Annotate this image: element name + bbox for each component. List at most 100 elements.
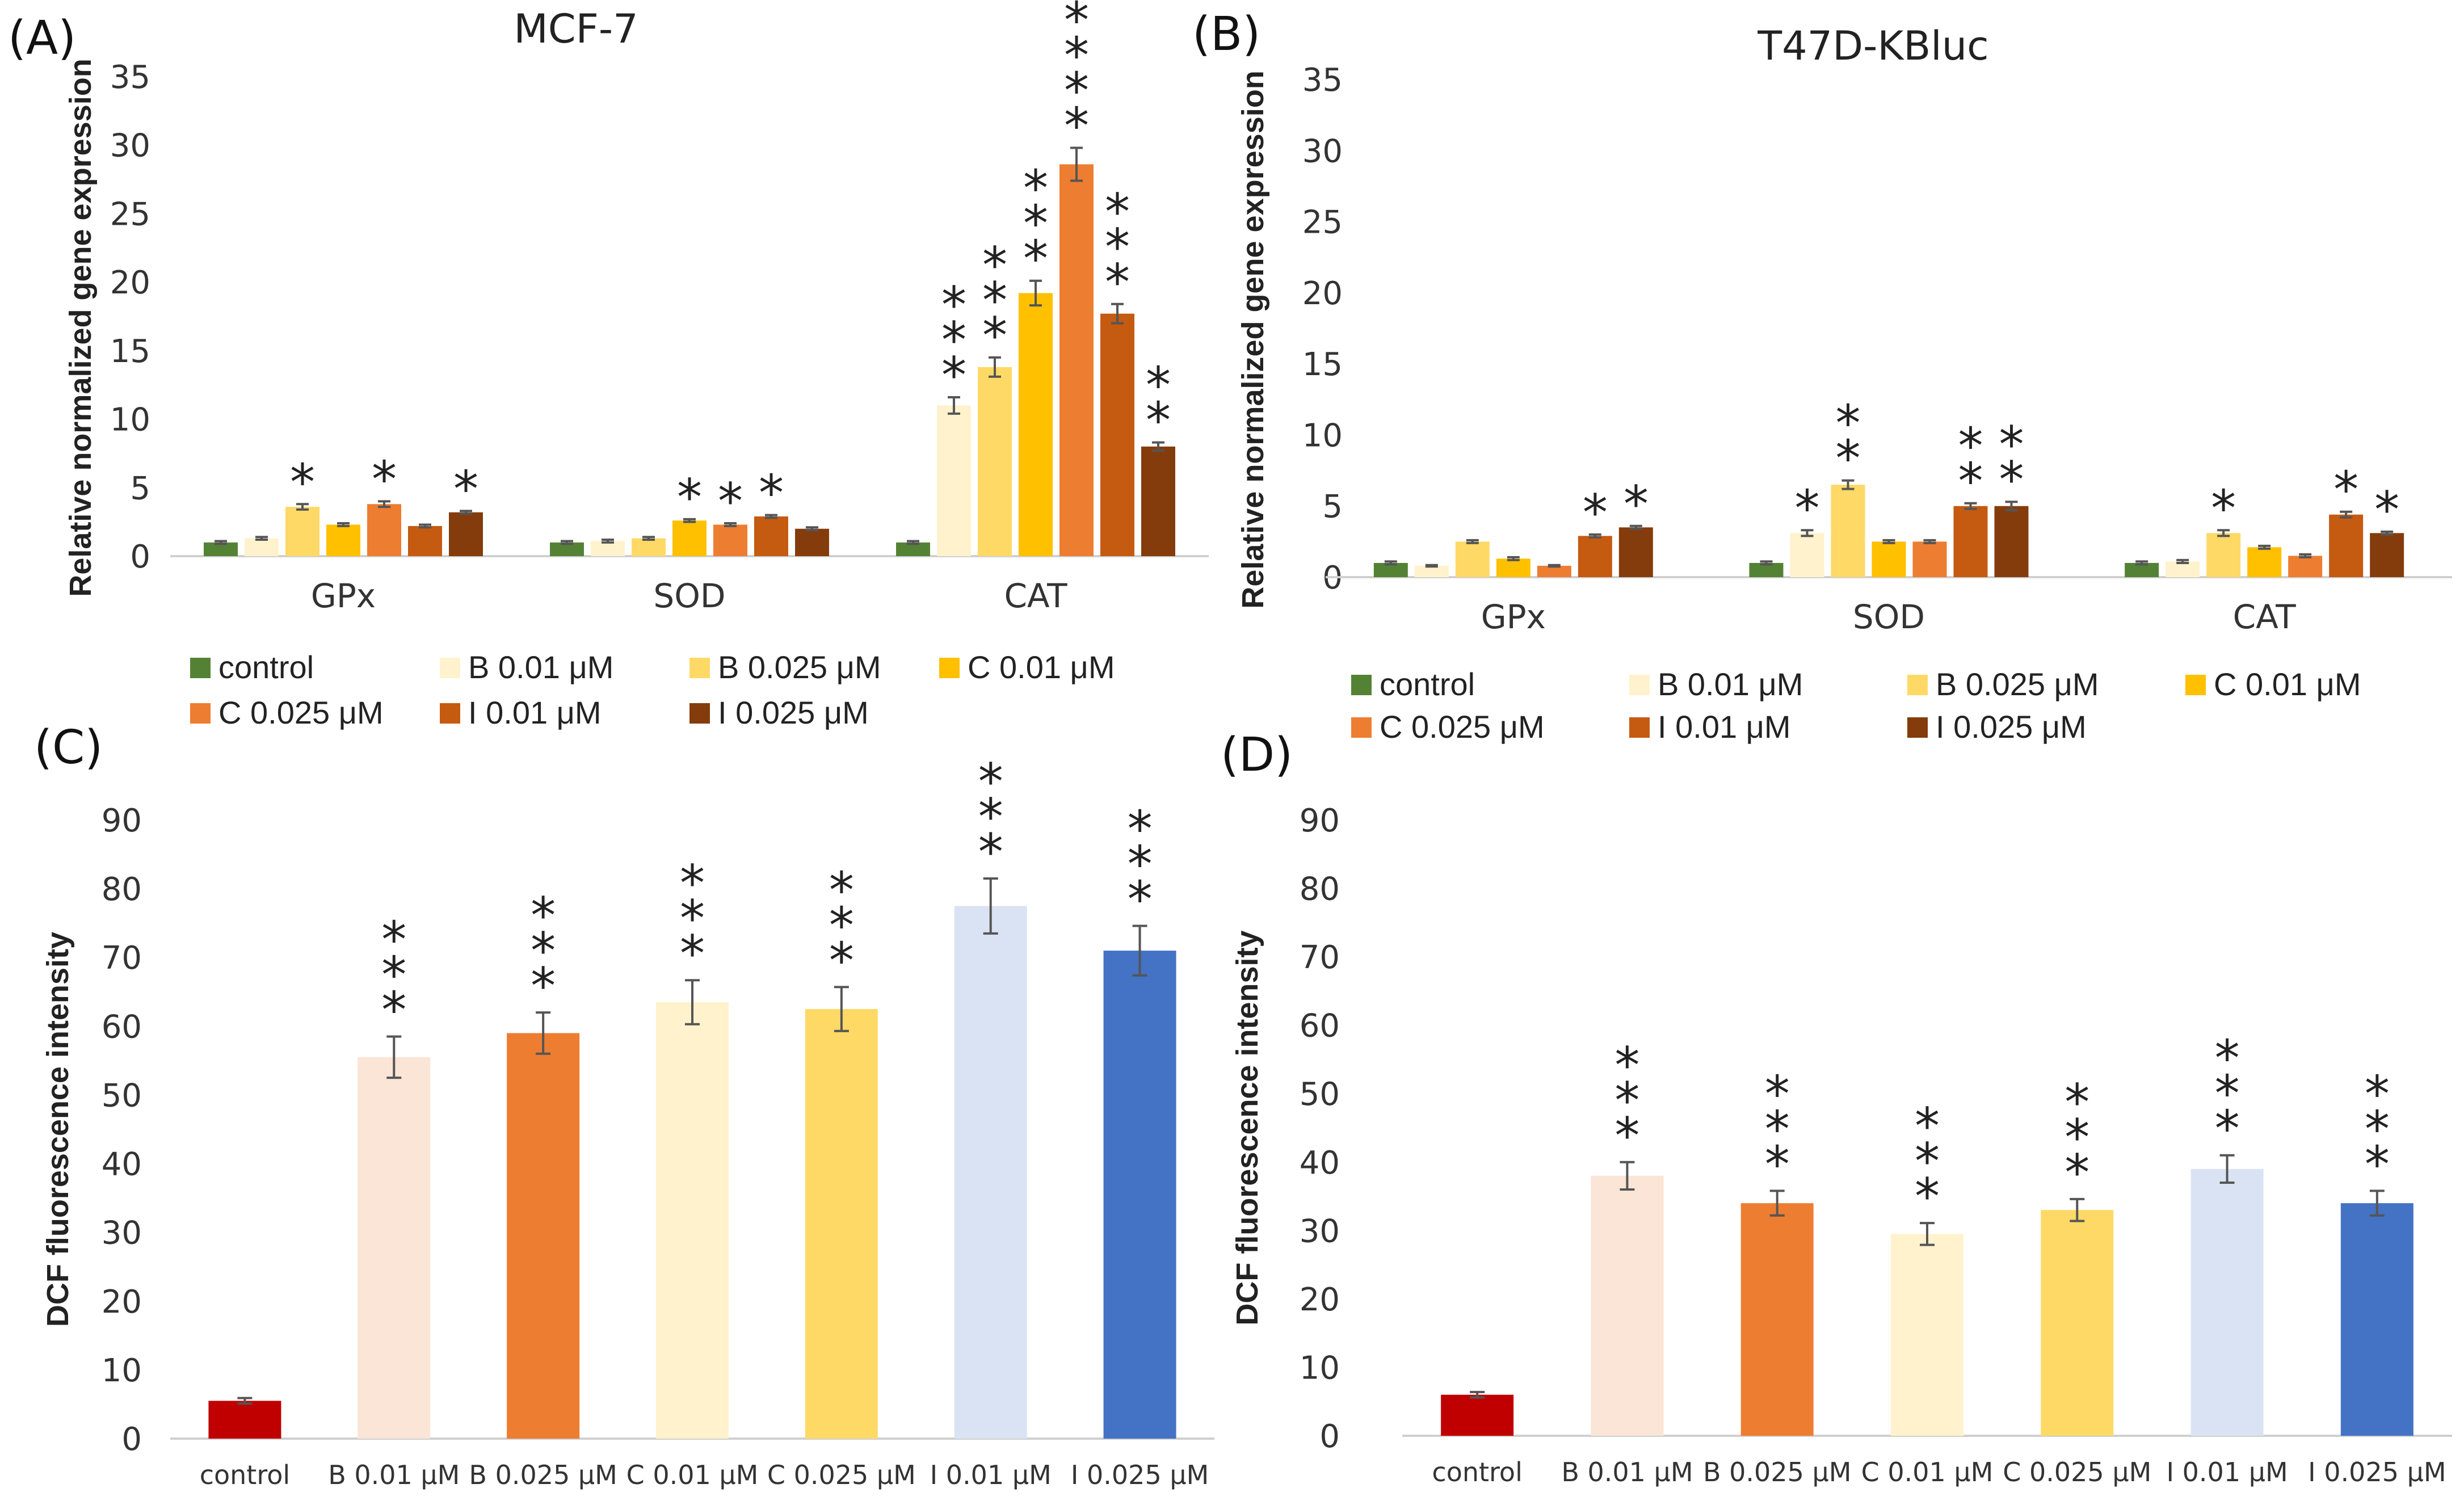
bar (1740, 1203, 1814, 1436)
x-tick-label: I 0.01 μM (2166, 1457, 2288, 1487)
y-tick-label: 35 (110, 59, 150, 96)
y-tick-label: 25 (110, 196, 150, 233)
significance-mark: * (1765, 1065, 1790, 1123)
category-label: GPx (1481, 598, 1546, 636)
bar (1790, 533, 1824, 577)
bar (1414, 565, 1449, 577)
panel-label: (D) (1221, 728, 1293, 782)
x-tick-label: control (1432, 1457, 1522, 1487)
panel-label: (A) (8, 11, 76, 65)
legend-swatch (1907, 675, 1928, 695)
panel-a-chart: (A) MCF-7 0 5 10 15 20 25 30 35 Relative normalize… (0, 0, 1232, 755)
bar (632, 538, 666, 556)
bar (1019, 293, 1053, 556)
significance-mark: * (829, 931, 854, 990)
bar (1591, 1175, 1664, 1436)
y-tick-label: 90 (1300, 802, 1340, 839)
panel-a-svg: (A) MCF-7 0 5 10 15 20 25 30 35 Relative normalize… (8, 0, 1209, 730)
significance-mark: * (1105, 253, 1130, 312)
significance-mark: * (1064, 62, 1089, 120)
bar (1103, 951, 1176, 1439)
bar (1953, 506, 1988, 577)
y-tick-label: 15 (1302, 346, 1343, 383)
significance-mark: * (531, 886, 556, 945)
category-label: CAT (2233, 598, 2297, 636)
y-tick-label: 20 (102, 1284, 142, 1321)
legend-label: I 0.01 μM (468, 695, 602, 730)
significance-mark: * (1836, 430, 1861, 488)
bar (408, 526, 442, 556)
bar (2166, 561, 2200, 577)
significance-mark: * (453, 460, 478, 518)
bar (754, 516, 788, 556)
legend-swatch (1629, 717, 1650, 738)
bar (1441, 1394, 1514, 1436)
x-tick-label: B 0.01 μM (328, 1460, 460, 1490)
y-tick-label: 5 (130, 470, 150, 507)
significance-mark: * (941, 311, 966, 369)
significance-mark: * (2333, 461, 2358, 519)
significance-mark: * (1624, 475, 1649, 533)
significance-mark: * (1958, 452, 1983, 511)
y-tick-label: 60 (1300, 1008, 1340, 1045)
bar (672, 520, 707, 556)
significance-mark: * (2064, 1073, 2089, 1132)
significance-mark: * (381, 911, 406, 969)
category-label: SOD (653, 577, 725, 615)
y-axis-label: Relative normalized gene expression (64, 58, 98, 596)
y-tick-label: 0 (130, 539, 150, 575)
legend-label: B 0.025 μM (1936, 666, 2099, 702)
bar (1537, 565, 1571, 577)
bar (1618, 527, 1653, 577)
bar (449, 512, 483, 556)
significance-mark: * (1023, 195, 1048, 253)
significance-mark: * (1128, 835, 1153, 894)
significance-mark: * (941, 276, 966, 334)
legend-label: I 0.025 μM (1936, 709, 2087, 745)
panel-d-chart: (D) 0 10 20 30 40 50 60 70 80 90 DCF fluorescence i… (1221, 728, 2464, 1509)
y-axis-label: DCF fluorescence intensity (41, 932, 75, 1327)
bar (2288, 556, 2323, 577)
bar (245, 538, 279, 556)
y-tick-label: 70 (102, 940, 142, 977)
y-tick-label: 10 (110, 402, 150, 439)
y-tick-label: 50 (1300, 1076, 1340, 1113)
x-tick-label: C 0.01 μM (1861, 1457, 1994, 1487)
significance-mark: * (2064, 1108, 2089, 1167)
y-tick-label: 70 (1300, 939, 1340, 976)
x-tick-label: I 0.01 μM (930, 1460, 1052, 1490)
significance-mark: * (680, 854, 705, 913)
legend-swatch (689, 658, 710, 678)
legend-swatch (1629, 675, 1650, 695)
significance-mark: * (941, 346, 966, 405)
significance-mark: * (381, 946, 406, 1004)
y-tick-label: 40 (102, 1146, 142, 1183)
x-tick-label: B 0.025 μM (1703, 1457, 1851, 1487)
bar (1994, 506, 2029, 577)
significance-mark: * (372, 450, 397, 508)
y-tick-label: 20 (1300, 1281, 1340, 1318)
bar (285, 507, 319, 556)
significance-mark: * (978, 788, 1003, 846)
significance-mark: * (1023, 159, 1048, 218)
bar (937, 405, 971, 556)
x-tick-label: B 0.025 μM (469, 1460, 617, 1490)
significance-mark: * (531, 922, 556, 980)
panel-c-svg: (C) 0 10 20 30 40 50 60 70 80 90 DCF fluorescence i… (34, 721, 1214, 1490)
y-tick-label: 10 (1300, 1350, 1340, 1386)
significance-mark: * (759, 464, 784, 523)
bar (2041, 1210, 2114, 1436)
legend-swatch (190, 703, 211, 724)
significance-mark: * (1614, 1071, 1639, 1130)
y-axis-label: DCF fluorescence intensity (1230, 930, 1264, 1325)
legend-swatch (190, 658, 211, 678)
bar (358, 1057, 431, 1439)
significance-mark: * (1146, 356, 1171, 415)
panel-c-chart: (C) 0 10 20 30 40 50 60 70 80 90 DCF fluorescence i… (0, 721, 1232, 1509)
bar (1872, 541, 1906, 577)
significance-mark: * (982, 236, 1007, 295)
bar (1912, 541, 1947, 577)
bar (2190, 1168, 2264, 1436)
significance-mark: * (2365, 1135, 2390, 1193)
